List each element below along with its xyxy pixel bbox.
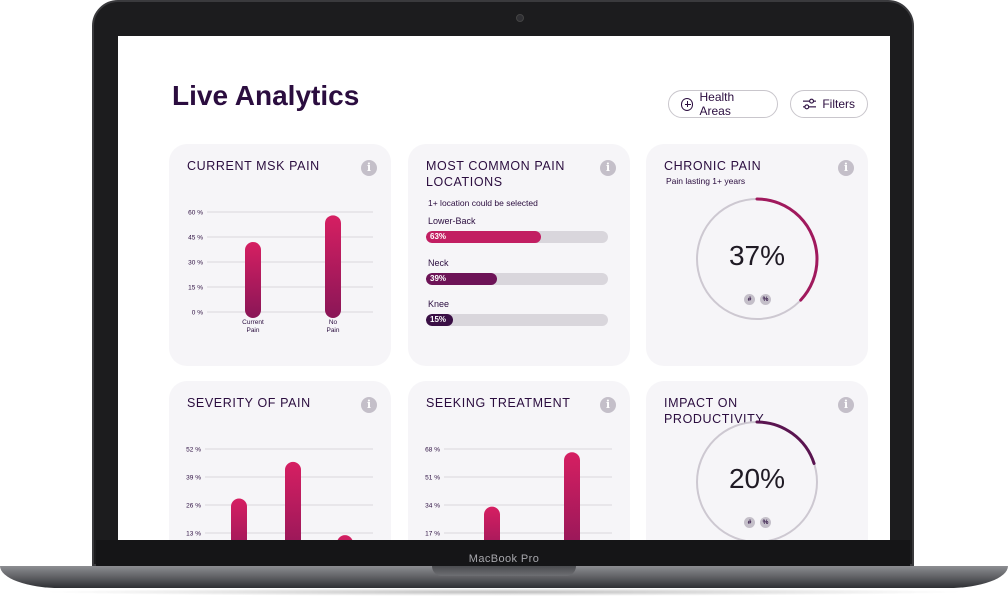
bar[interactable] xyxy=(484,506,500,540)
x-tick-label: No xyxy=(329,319,338,326)
screen: Live Analytics Health Areas Filters CURR… xyxy=(118,36,890,540)
display-toggles: # % xyxy=(744,517,771,528)
severity-card: SEVERITY OF PAIN i 52 % 39 % 26 % 13 % xyxy=(169,381,391,540)
card-title: IMPACT ON PRODUCTIVITY xyxy=(664,396,765,426)
y-tick-label: 68 % xyxy=(425,447,440,454)
x-tick-label: Pain xyxy=(246,327,259,334)
laptop-notch xyxy=(432,566,576,576)
info-icon[interactable]: i xyxy=(838,397,854,413)
donut-arc xyxy=(695,420,819,540)
page-title: Live Analytics xyxy=(172,80,360,111)
laptop-shadow xyxy=(40,588,968,596)
x-tick-label: Pain xyxy=(326,327,339,334)
bar[interactable] xyxy=(337,535,353,540)
card-subtitle: 1+ location could be selected xyxy=(428,198,538,208)
progress-fill: 15% xyxy=(426,314,454,326)
x-tick-label: Current xyxy=(242,319,264,326)
severity-chart: 52 % 39 % 26 % 13 % xyxy=(186,447,373,540)
count-toggle[interactable]: # xyxy=(744,517,755,528)
progress-bar: 15% xyxy=(426,314,608,326)
progress-fill: 39% xyxy=(426,273,497,285)
info-icon[interactable]: i xyxy=(600,397,616,413)
card-title: CURRENT MSK PAIN xyxy=(187,159,320,173)
progress-fill: 63% xyxy=(426,231,541,243)
msk-pain-card: CURRENT MSK PAIN i 60 % 45 % 30 % 15 % 0 % Cu… xyxy=(169,144,391,366)
display-toggles: # % xyxy=(744,294,771,305)
y-tick-label: 13 % xyxy=(186,531,201,538)
y-tick-label: 15 % xyxy=(188,285,203,292)
card-subtitle: Pain lasting 1+ years xyxy=(666,176,746,186)
y-tick-label: 51 % xyxy=(425,475,440,482)
bar[interactable] xyxy=(285,461,301,540)
count-toggle[interactable]: # xyxy=(744,294,755,305)
health-areas-button[interactable]: Health Areas xyxy=(668,90,778,118)
y-tick-label: 52 % xyxy=(186,447,201,454)
plus-circle-icon xyxy=(681,97,694,111)
card-title: SEEKING TREATMENT xyxy=(426,396,571,410)
info-icon[interactable]: i xyxy=(838,160,854,176)
bar[interactable] xyxy=(564,452,580,540)
bar[interactable] xyxy=(245,242,261,318)
filters-button[interactable]: Filters xyxy=(790,90,868,118)
y-tick-label: 0 % xyxy=(192,310,203,317)
bezel xyxy=(96,540,910,566)
progress-bar: 39% xyxy=(426,273,608,285)
percent-toggle[interactable]: % xyxy=(760,294,771,305)
card-title: MOST COMMON PAIN LOCATIONS xyxy=(426,159,566,189)
location-label: Lower-Back xyxy=(428,216,476,226)
y-tick-label: 45 % xyxy=(188,235,203,242)
sliders-icon xyxy=(803,98,817,110)
y-tick-label: 34 % xyxy=(425,503,440,510)
seeking-treatment-card: SEEKING TREATMENT i 68 % 51 % 34 % 17 % xyxy=(408,381,630,540)
donut-arc xyxy=(695,197,819,321)
filters-label: Filters xyxy=(822,97,855,111)
y-tick-label: 26 % xyxy=(186,503,201,510)
progress-bar: 63% xyxy=(426,231,608,243)
productivity-value: 20% xyxy=(728,463,786,494)
bar[interactable] xyxy=(325,215,341,318)
info-icon[interactable]: i xyxy=(600,160,616,176)
productivity-card: IMPACT ON PRODUCTIVITY i 20% # % xyxy=(646,381,868,540)
bar[interactable] xyxy=(231,498,247,540)
card-title: CHRONIC PAIN xyxy=(664,159,762,173)
y-tick-label: 17 % xyxy=(425,531,440,538)
y-tick-label: 60 % xyxy=(188,210,203,217)
info-icon[interactable]: i xyxy=(361,397,377,413)
laptop-base xyxy=(0,566,1008,588)
productivity-donut xyxy=(695,420,819,540)
camera-icon xyxy=(516,14,524,22)
y-tick-label: 39 % xyxy=(186,475,201,482)
chronic-pain-card: CHRONIC PAIN Pain lasting 1+ years i 37%… xyxy=(646,144,868,366)
y-tick-label: 30 % xyxy=(188,260,203,267)
chronic-pain-value: 37% xyxy=(728,240,786,271)
percent-toggle[interactable]: % xyxy=(760,517,771,528)
location-label: Knee xyxy=(428,299,450,309)
chronic-pain-donut xyxy=(695,197,819,321)
treatment-chart: 68 % 51 % 34 % 17 % xyxy=(425,447,612,540)
info-icon[interactable]: i xyxy=(361,160,377,176)
location-label: Neck xyxy=(428,258,449,268)
health-areas-label: Health Areas xyxy=(699,90,735,118)
card-title: SEVERITY OF PAIN xyxy=(187,396,311,410)
pain-locations-card: MOST COMMON PAIN LOCATIONS i 1+ location… xyxy=(408,144,630,366)
device-label: MacBook Pro xyxy=(468,553,540,565)
